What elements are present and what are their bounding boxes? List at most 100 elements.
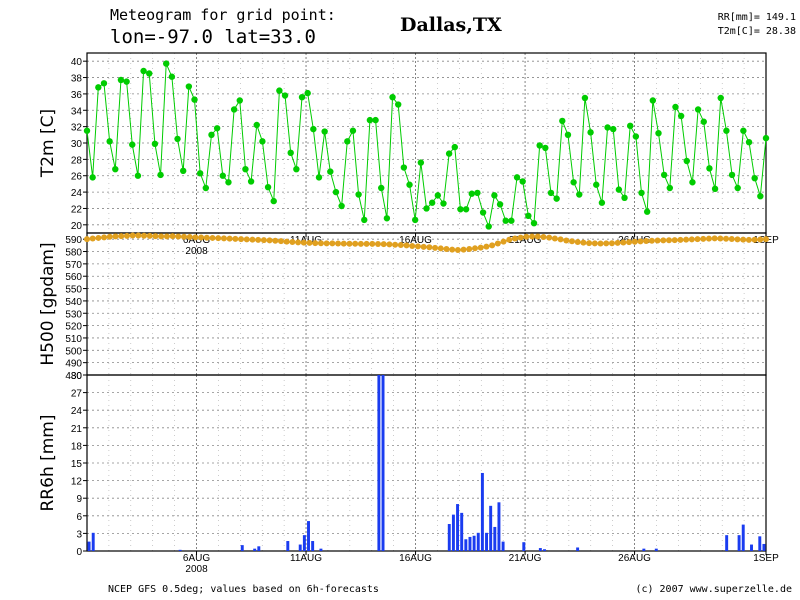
h500-point	[375, 240, 381, 247]
rr-bar	[451, 514, 455, 551]
h500-point	[443, 246, 450, 253]
t2m-point	[689, 179, 696, 186]
t2m-point	[536, 142, 543, 149]
y-tick-label: 510	[65, 334, 82, 345]
rr-bar	[750, 544, 753, 551]
h500-point	[728, 236, 735, 243]
h500-point	[101, 234, 108, 241]
y-axis-label: H500 [gpdam]	[38, 242, 58, 365]
t2m-point	[474, 189, 481, 197]
h500-point	[620, 239, 627, 246]
rr-bar	[91, 532, 95, 551]
h500-point	[135, 232, 142, 239]
h500-point	[437, 245, 444, 252]
h500-point	[215, 235, 222, 242]
h500-point	[409, 242, 416, 249]
h500-point	[643, 238, 650, 245]
x-tick-label: 11AUG	[290, 235, 322, 246]
t2m-point	[293, 165, 300, 173]
y-tick-label: 500	[65, 346, 82, 357]
t2m-point	[321, 128, 328, 135]
h500-point	[346, 240, 353, 247]
rr-bar	[480, 472, 484, 551]
rr-bar	[522, 542, 526, 551]
t2m-point	[604, 124, 611, 131]
h500-point	[118, 233, 125, 240]
rr-bar	[472, 535, 476, 551]
t2m-point	[389, 93, 396, 101]
t2m-point	[451, 143, 458, 151]
h500-point	[626, 239, 633, 246]
y-tick-label: 3	[76, 529, 82, 540]
t2m-point	[587, 129, 594, 136]
rr-bar	[307, 521, 310, 551]
t2m-point	[95, 84, 102, 91]
y-tick-label: 6	[76, 512, 82, 523]
t2m-point	[423, 205, 430, 212]
h500-point	[648, 237, 655, 244]
y-tick-label: 26	[71, 172, 83, 183]
t2m-point	[383, 215, 391, 222]
footer-source: NCEP GFS 0.5deg; values based on 6h-fore…	[108, 584, 379, 595]
rr-bar	[642, 548, 646, 551]
h500-point	[540, 233, 547, 240]
y-tick-label: 34	[71, 106, 83, 117]
t2m-point	[310, 125, 317, 133]
t2m-point	[366, 116, 374, 124]
h500-point	[466, 246, 473, 253]
t2m-point	[660, 171, 668, 179]
t2m-point	[570, 179, 577, 186]
rr-bar	[493, 526, 497, 551]
h500-point	[460, 246, 467, 253]
h500-point	[283, 238, 290, 245]
t2m-point	[723, 127, 730, 134]
h500-point	[489, 242, 496, 249]
h500-point	[449, 246, 456, 253]
rr-bar	[456, 504, 460, 551]
h500-point	[637, 238, 644, 245]
h500-point	[597, 240, 604, 247]
t2m-point	[683, 157, 690, 165]
t2m-point	[134, 172, 142, 179]
t2m-point	[196, 170, 204, 177]
t2m-point	[740, 127, 747, 134]
h500-point	[243, 236, 250, 243]
rr-bar	[725, 535, 729, 551]
t2m-point	[259, 138, 266, 145]
h500-point	[654, 237, 661, 244]
t2m-point	[706, 165, 713, 172]
h500-point	[312, 240, 319, 247]
h500-point	[734, 236, 741, 243]
h500-point	[751, 236, 758, 243]
y-tick-label: 30	[71, 371, 83, 382]
t2m-point	[146, 70, 153, 77]
h500-point	[380, 241, 387, 248]
t2m-point	[711, 185, 719, 193]
t2m-point	[411, 216, 419, 224]
h500-point	[106, 233, 113, 240]
h500-point	[352, 240, 359, 247]
rr-bar	[538, 548, 542, 551]
y-tick-label: 38	[71, 74, 83, 85]
t2m-point	[83, 127, 91, 134]
t2m-point	[677, 112, 685, 120]
t2m-point	[428, 199, 436, 206]
t2m-point	[643, 208, 651, 215]
t2m-point	[400, 164, 408, 171]
rr-bar	[737, 535, 741, 551]
x-tick-label: 1SEP	[753, 553, 779, 564]
t2m-point	[485, 223, 492, 230]
h500-point	[323, 240, 330, 247]
t2m-point	[593, 181, 600, 188]
t2m-point	[530, 219, 538, 227]
h500-point	[705, 235, 712, 242]
h500-point	[226, 235, 233, 242]
t2m-point	[519, 178, 526, 185]
h500-point	[335, 240, 342, 247]
h500-point	[420, 243, 427, 250]
t2m-point	[508, 217, 515, 224]
h500-point	[152, 233, 159, 240]
h500-point	[523, 233, 530, 240]
h500-point	[740, 236, 747, 243]
h500-point	[574, 239, 581, 246]
